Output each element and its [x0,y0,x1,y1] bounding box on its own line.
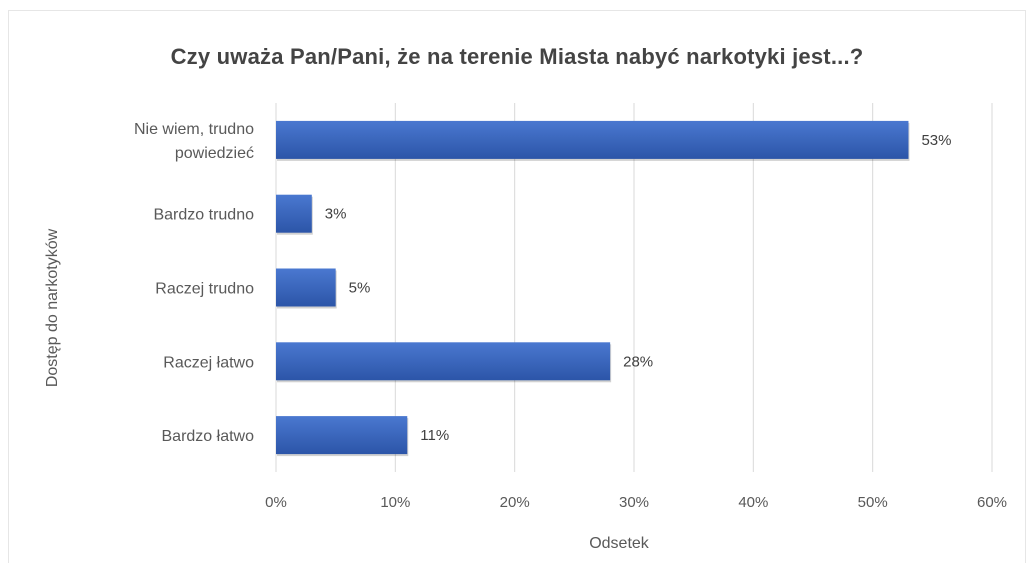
x-tick-label: 20% [500,494,530,511]
category-label: Bardzo trudno [153,207,254,224]
bar [276,268,336,307]
data-label: 11% [420,427,449,444]
y-axis-title: Dostęp do narkotyków [44,228,61,387]
x-tick-label: 30% [619,494,649,511]
x-tick-label: 50% [858,494,888,511]
bar [276,416,408,455]
data-label: 53% [921,132,951,149]
labels: 0% 10% 20% 30% 40% 50% 60% 53% Nie wiem, trudno p… [134,121,1007,511]
category-label-line: Bardzo łatwo [162,428,255,445]
bar [276,194,312,233]
category-label-line: Raczej trudno [155,281,254,298]
chart-frame [8,10,1026,563]
bar [276,342,611,381]
data-label: 5% [349,280,371,297]
x-tick-label: 0% [265,494,287,511]
category-label: Nie wiem, trudno powiedzieć [134,121,254,162]
data-label: 28% [623,353,653,370]
chart-title: Czy uważa Pan/Pani, że na terenie Miasta… [170,44,864,69]
x-axis-title: Odsetek [589,535,650,552]
category-label-line: Bardzo trudno [153,207,254,224]
category-label: Raczej łatwo [163,354,254,371]
category-label: Raczej trudno [155,281,254,298]
bar [276,120,909,159]
x-tick-label: 10% [380,494,410,511]
category-label-line: Nie wiem, trudno [134,121,254,138]
x-tick-label: 40% [738,494,768,511]
category-label-line: powiedzieć [175,145,254,162]
gridlines [275,103,993,472]
category-label: Bardzo łatwo [162,428,255,445]
x-tick-label: 60% [977,494,1007,511]
category-label-line: Raczej łatwo [163,354,254,371]
bars [276,120,910,457]
data-label: 3% [325,206,347,223]
